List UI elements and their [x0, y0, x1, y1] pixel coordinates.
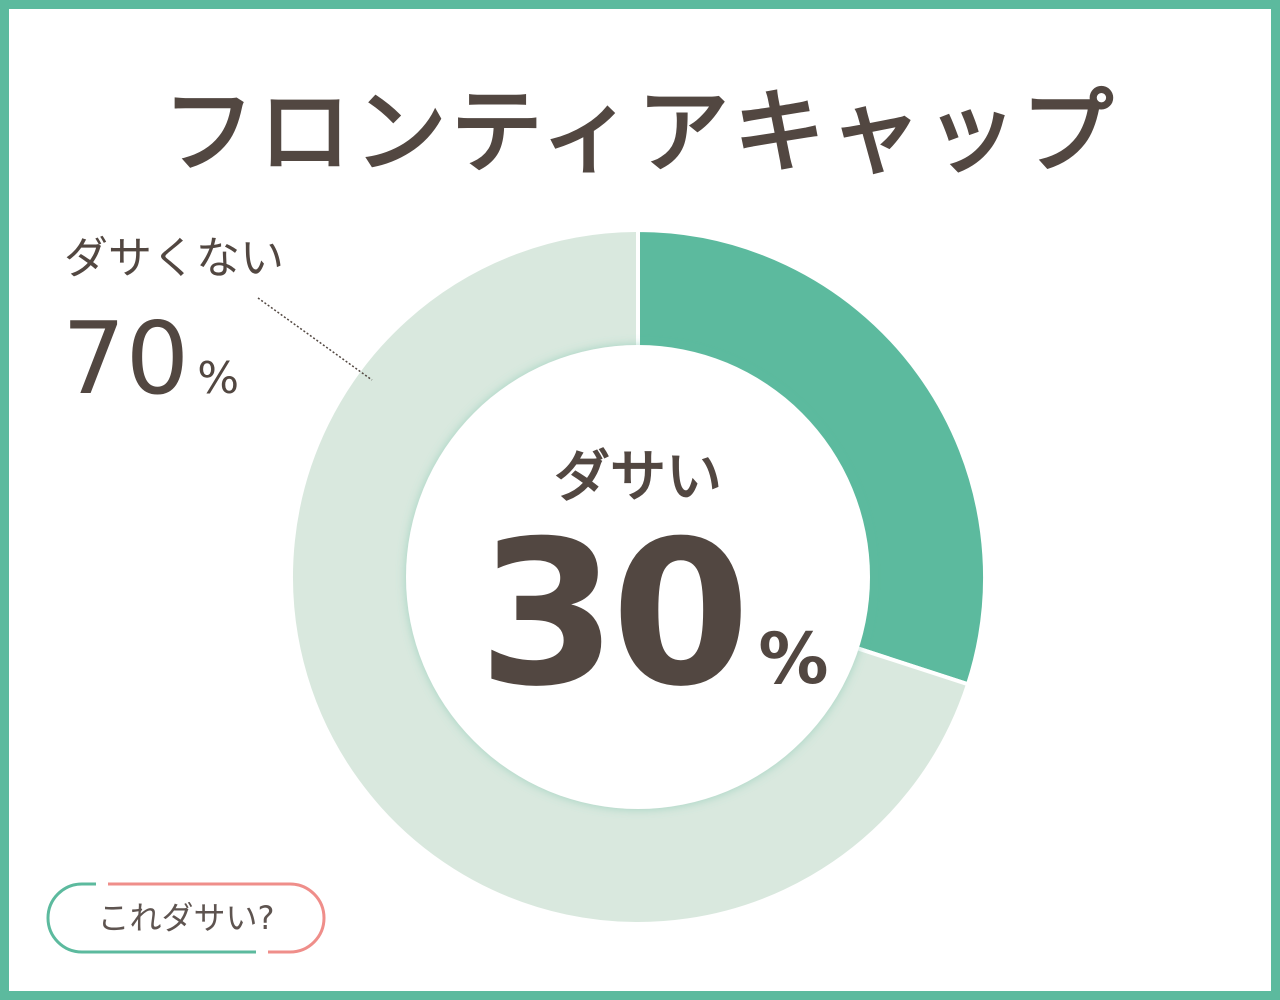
- other-label-value: 70%: [62, 300, 239, 417]
- other-unit: %: [197, 353, 240, 404]
- page-title: フロンティアキャップ: [162, 79, 1118, 186]
- badge-text: これダサい?: [97, 899, 275, 937]
- other-label-name: ダサくない: [64, 233, 284, 284]
- main-label-value: 30%: [478, 510, 828, 720]
- donut-hole: [406, 345, 870, 809]
- main-unit: %: [758, 618, 829, 700]
- leader-line: [257, 297, 373, 381]
- main-label-name: ダサい: [554, 445, 722, 510]
- other-value: 70: [62, 300, 190, 417]
- main-value: 30: [478, 498, 750, 731]
- badge-outline: [46, 882, 326, 954]
